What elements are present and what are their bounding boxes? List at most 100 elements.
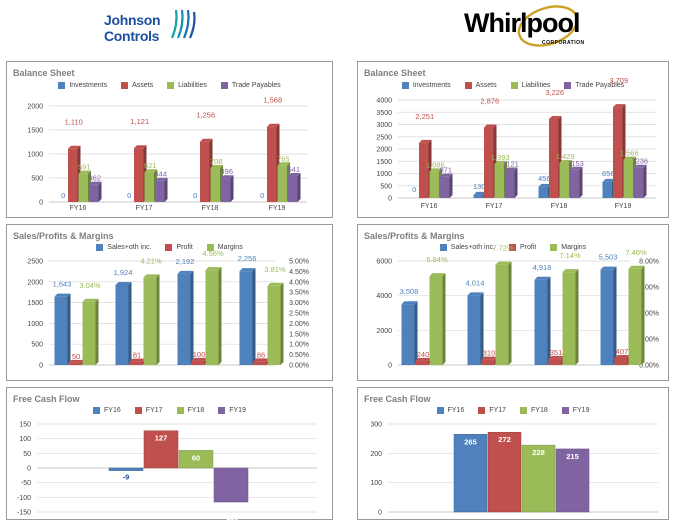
bar-side [252, 268, 256, 365]
data-label: 240 [417, 350, 430, 359]
bar-top [473, 191, 486, 195]
legend-item: FY16 [93, 407, 121, 414]
johnson-controls-logo-line2: Controls [104, 28, 160, 44]
bar-top [562, 269, 579, 273]
bar-top [200, 138, 213, 142]
legend-swatch [510, 82, 518, 89]
legend-label: Profit [176, 244, 193, 251]
bar-top [440, 173, 453, 177]
bar-side [480, 292, 484, 365]
bar-trade-payables [505, 170, 515, 198]
data-label: 6.84% [426, 255, 448, 264]
wp-sales-profits-panel: Sales/Profits & Margins Sales+oth inc. Pr… [357, 224, 669, 381]
bar-top [570, 166, 583, 170]
legend-label: FY17 [489, 407, 506, 414]
bar-fy19 [213, 467, 249, 503]
jc-free-cash-flow-panel: Free Cash Flow FY16 FY17 FY18 FY19 -150 -100… [6, 387, 333, 521]
x-tick-label: FY19 [269, 205, 286, 212]
data-label: 444 [154, 170, 167, 179]
bar-top [602, 178, 615, 182]
legend-item: FY16 [436, 407, 464, 414]
data-label: 0 [61, 191, 65, 200]
legend-swatch [176, 407, 184, 414]
bar-fy18 [521, 444, 556, 513]
bar-side [95, 298, 99, 365]
y-tick-label: 300 [370, 422, 382, 429]
bar-trade-payables [634, 167, 644, 198]
y-tick-label: 0 [388, 363, 392, 370]
bar-fy17 [143, 430, 179, 469]
legend-label: FY19 [229, 407, 246, 414]
data-label: 591 [78, 163, 91, 172]
y-tick-label: 1000 [27, 152, 43, 159]
y2-tick-label: 4.00% [639, 311, 659, 318]
legend-label: Assets [132, 82, 154, 89]
bar-sales-oth-inc- [401, 304, 415, 365]
johnson-controls-logo: Johnson Controls [100, 6, 220, 52]
y-tick-label: 2000 [376, 328, 392, 335]
y-tick-label: 2000 [376, 147, 392, 154]
bar-assets [68, 148, 78, 202]
whirlpool-logo-sub: CORPORATION [542, 40, 585, 46]
bar-top [177, 270, 194, 274]
data-label: 60 [192, 453, 200, 462]
panel-title: Sales/Profits & Margins [364, 231, 465, 241]
bar-sales-oth-inc- [115, 284, 129, 365]
data-label: 1,429 [556, 152, 575, 161]
legend-label: Trade Payables [575, 82, 625, 89]
x-tick-label: FY19 [615, 203, 632, 210]
bar-side [230, 175, 234, 202]
data-label: -116 [224, 513, 239, 521]
y-tick-label: 100 [19, 436, 31, 443]
bar-trade-payables [221, 178, 231, 202]
bar-top [210, 165, 223, 169]
bar-fy16 [453, 434, 488, 513]
data-label: 1121 [503, 160, 519, 169]
bar-side [280, 282, 284, 365]
bar-top [221, 175, 234, 179]
y-tick-label: 1500 [27, 128, 43, 135]
legend-swatch [165, 244, 173, 251]
legend-item: FY19 [561, 407, 589, 414]
bar-side [449, 173, 453, 198]
bar-top [600, 266, 617, 270]
legend-item: Margins [206, 244, 243, 251]
data-label: 3,709 [609, 76, 628, 85]
y-tick-label: 1500 [376, 159, 392, 166]
legend-swatch [167, 82, 175, 89]
bar-top [288, 173, 301, 177]
legend-item: FY17 [134, 407, 163, 414]
bar-top [505, 167, 518, 171]
bar-sales-oth-inc- [177, 273, 191, 365]
whirlpool-swoosh-icon [517, 5, 579, 47]
bar-top [548, 355, 565, 359]
y2-tick-label: 0.00% [289, 363, 309, 370]
bar-top [239, 268, 256, 272]
bar-profit [129, 361, 143, 365]
bar-side [514, 167, 518, 198]
bar-side [128, 281, 132, 365]
x-tick-label: FY16 [421, 203, 438, 210]
y2-tick-label: 5.00% [289, 259, 309, 266]
bar-investments [602, 181, 612, 198]
bar-top [484, 124, 497, 128]
legend-item: FY18 [176, 407, 204, 414]
bar-side [613, 266, 617, 365]
x-tick-label: FY16 [70, 205, 87, 212]
bar-margins [267, 285, 281, 365]
data-label: 1,393 [491, 153, 510, 162]
bar-top [78, 170, 91, 174]
data-label: -9 [123, 473, 130, 482]
bar-sales-oth-inc- [239, 271, 253, 365]
bar-top [267, 123, 280, 127]
y2-tick-label: 8.00% [639, 259, 659, 266]
legend-item: Liabilities [510, 82, 550, 89]
bar-liabilities [623, 159, 633, 198]
bar-fy17 [487, 431, 522, 513]
bar-profit [614, 357, 628, 365]
data-label: 1,566 [620, 149, 639, 158]
y2-tick-label: 2.50% [289, 311, 309, 318]
y-tick-label: 0 [39, 363, 43, 370]
bar-top [559, 159, 572, 163]
y-tick-label: 0 [39, 200, 43, 207]
